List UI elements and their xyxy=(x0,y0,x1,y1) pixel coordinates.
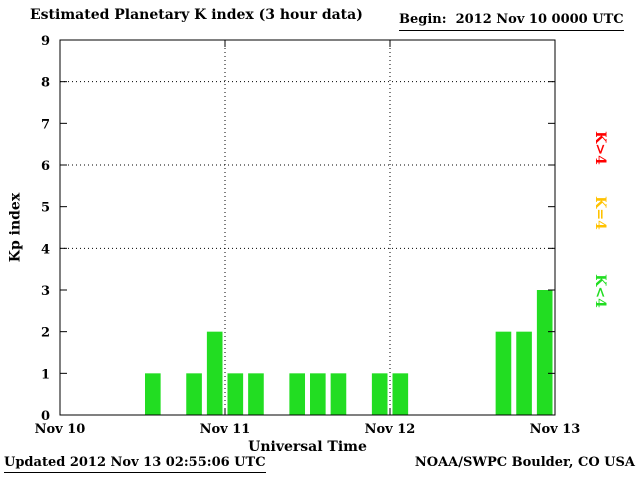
plot-frame xyxy=(59,39,556,416)
kp-bar xyxy=(536,290,553,415)
kp-bar xyxy=(516,331,532,415)
kp-bar xyxy=(392,373,409,415)
y-tick-label: 1 xyxy=(41,367,50,382)
y-tick-label: 0 xyxy=(41,409,50,424)
y-tick-label: 2 xyxy=(41,326,50,341)
kp-bar xyxy=(145,373,161,415)
updated-timestamp: Updated 2012 Nov 13 02:55:06 UTC xyxy=(4,455,266,473)
y-tick-label: 3 xyxy=(41,284,50,299)
y-axis-label: Kp index xyxy=(7,192,24,263)
x-axis-label: Universal Time xyxy=(248,439,367,455)
legend-k-eq-4: K=4 xyxy=(592,196,608,230)
legend-k-gt-4: K>4 xyxy=(592,131,608,165)
kp-bar xyxy=(227,373,244,415)
x-tick-label: Nov 10 xyxy=(35,422,86,437)
y-tick-label: 6 xyxy=(41,159,50,174)
x-tick-label: Nov 13 xyxy=(530,422,581,437)
kp-bar xyxy=(310,373,326,415)
kp-bar xyxy=(495,331,512,415)
y-tick-label: 5 xyxy=(41,201,50,216)
kp-bar xyxy=(186,373,202,415)
begin-label: Begin: 2012 Nov 10 0000 UTC xyxy=(399,12,624,31)
x-tick-label: Nov 11 xyxy=(200,422,251,437)
kp-bar xyxy=(371,373,388,415)
y-tick-label: 8 xyxy=(41,76,50,91)
y-tick-label: 7 xyxy=(41,117,50,132)
kp-bar xyxy=(330,373,347,415)
legend-k-lt-4: K<4 xyxy=(592,274,608,308)
y-tick-label: 4 xyxy=(41,242,50,257)
x-tick-label: Nov 12 xyxy=(365,422,416,437)
kp-bar xyxy=(206,331,223,415)
chart-title: Estimated Planetary K index (3 hour data… xyxy=(30,7,363,23)
kp-bar xyxy=(248,373,264,415)
y-tick-label: 9 xyxy=(41,34,50,49)
source-credit: NOAA/SWPC Boulder, CO USA xyxy=(414,455,635,470)
kp-bar xyxy=(289,373,306,415)
